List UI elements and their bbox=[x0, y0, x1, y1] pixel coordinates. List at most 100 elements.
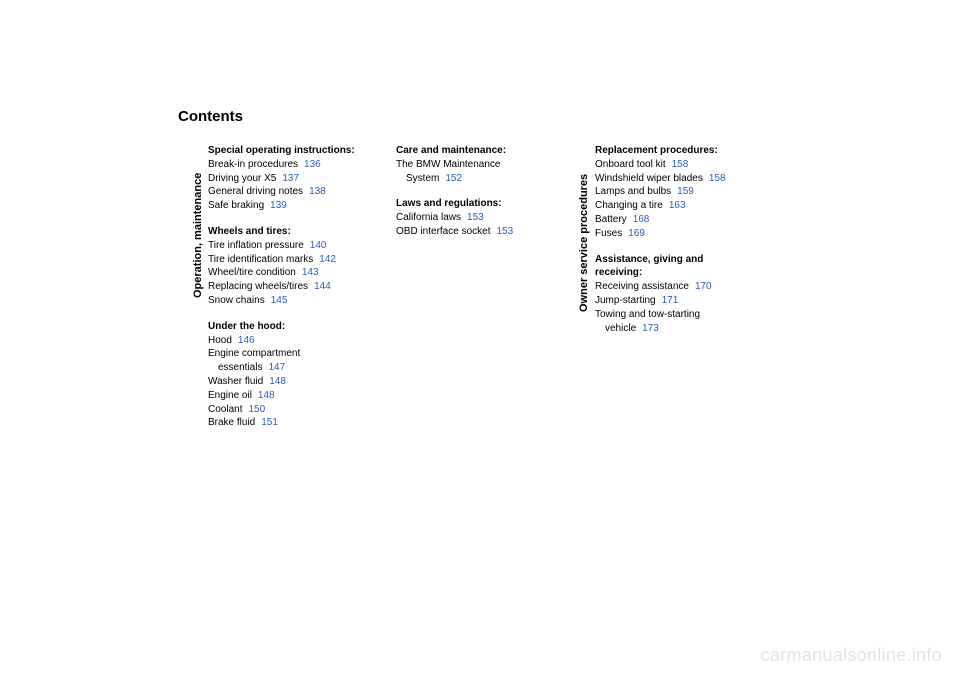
toc-entry[interactable]: Windshield wiper blades 158 bbox=[595, 172, 765, 186]
entry-text: Tire identification marks bbox=[208, 254, 313, 265]
toc-entry[interactable]: System 152 bbox=[396, 172, 566, 186]
entry-page: 146 bbox=[238, 335, 255, 346]
entry-text: Safe braking bbox=[208, 200, 264, 211]
entry-page: 151 bbox=[261, 417, 278, 428]
contents-column-3: Replacement procedures: Onboard tool kit… bbox=[595, 144, 765, 335]
section-head: receiving: bbox=[595, 266, 765, 280]
entry-page: 163 bbox=[669, 200, 686, 211]
entry-text: Break-in procedures bbox=[208, 159, 298, 170]
entry-page: 147 bbox=[268, 362, 285, 373]
entry-text: Snow chains bbox=[208, 295, 265, 306]
entry-text: General driving notes bbox=[208, 186, 303, 197]
entry-text: Replacing wheels/tires bbox=[208, 281, 308, 292]
entry-text: Washer fluid bbox=[208, 376, 263, 387]
entry-text: Changing a tire bbox=[595, 200, 663, 211]
entry-page: 137 bbox=[282, 173, 299, 184]
entry-text: essentials bbox=[218, 362, 262, 373]
entry-page: 168 bbox=[633, 214, 650, 225]
toc-entry[interactable]: Tire inflation pressure 140 bbox=[208, 239, 378, 253]
entry-page: 153 bbox=[496, 226, 513, 237]
entry-page: 152 bbox=[445, 173, 462, 184]
toc-entry[interactable]: vehicle 173 bbox=[595, 322, 765, 336]
entry-text: Towing and tow-starting bbox=[595, 309, 700, 320]
entry-text: OBD interface socket bbox=[396, 226, 490, 237]
entry-text: Tire inflation pressure bbox=[208, 240, 304, 251]
toc-entry[interactable]: Wheel/tire condition 143 bbox=[208, 266, 378, 280]
entry-page: 142 bbox=[319, 254, 336, 265]
entry-text: Onboard tool kit bbox=[595, 159, 666, 170]
toc-entry[interactable]: Snow chains 145 bbox=[208, 294, 378, 308]
entry-text: Lamps and bulbs bbox=[595, 186, 671, 197]
entry-text: Fuses bbox=[595, 228, 622, 239]
entry-text: Jump-starting bbox=[595, 295, 656, 306]
entry-page: 138 bbox=[309, 186, 326, 197]
toc-entry[interactable]: Driving your X5 137 bbox=[208, 172, 378, 186]
entry-page: 158 bbox=[672, 159, 689, 170]
entry-page: 153 bbox=[467, 212, 484, 223]
section-head: Laws and regulations: bbox=[396, 197, 566, 211]
section-head: Assistance, giving and bbox=[595, 253, 765, 267]
section-head: Wheels and tires: bbox=[208, 225, 378, 239]
contents-column-1: Special operating instructions: Break-in… bbox=[208, 144, 378, 430]
entry-text: California laws bbox=[396, 212, 461, 223]
toc-entry[interactable]: Battery 168 bbox=[595, 213, 765, 227]
toc-entry[interactable]: Replacing wheels/tires 144 bbox=[208, 280, 378, 294]
entry-page: 140 bbox=[310, 240, 327, 251]
toc-entry[interactable]: Onboard tool kit 158 bbox=[595, 158, 765, 172]
entry-page: 144 bbox=[314, 281, 331, 292]
entry-text: Driving your X5 bbox=[208, 173, 276, 184]
entry-page: 148 bbox=[258, 390, 275, 401]
section-head: Care and maintenance: bbox=[396, 144, 566, 158]
entry-text: System bbox=[406, 173, 439, 184]
entry-page: 170 bbox=[695, 281, 712, 292]
entry-text: Receiving assistance bbox=[595, 281, 689, 292]
toc-entry[interactable]: Fuses 169 bbox=[595, 227, 765, 241]
toc-entry[interactable]: Washer fluid 148 bbox=[208, 375, 378, 389]
entry-page: 148 bbox=[269, 376, 286, 387]
side-label-operation: Operation, maintenance bbox=[192, 173, 204, 298]
entry-text: Wheel/tire condition bbox=[208, 267, 296, 278]
entry-text: Engine oil bbox=[208, 390, 252, 401]
toc-entry[interactable]: Receiving assistance 170 bbox=[595, 280, 765, 294]
toc-entry[interactable]: Lamps and bulbs 159 bbox=[595, 185, 765, 199]
section-head: Special operating instructions: bbox=[208, 144, 378, 158]
toc-entry[interactable]: Changing a tire 163 bbox=[595, 199, 765, 213]
entry-text: Hood bbox=[208, 335, 232, 346]
entry-page: 145 bbox=[271, 295, 288, 306]
entry-page: 173 bbox=[642, 323, 659, 334]
entry-page: 136 bbox=[304, 159, 321, 170]
toc-entry[interactable]: Safe braking139 bbox=[208, 199, 378, 213]
section-head: Replacement procedures: bbox=[595, 144, 765, 158]
toc-entry[interactable]: Engine oil 148 bbox=[208, 389, 378, 403]
entry-page: 159 bbox=[677, 186, 694, 197]
toc-entry[interactable]: OBD interface socket 153 bbox=[396, 225, 566, 239]
toc-entry[interactable]: Engine compartment bbox=[208, 347, 378, 361]
entry-page: 150 bbox=[248, 404, 265, 415]
toc-entry[interactable]: Coolant 150 bbox=[208, 403, 378, 417]
entry-text: Coolant bbox=[208, 404, 242, 415]
toc-entry[interactable]: Break-in procedures 136 bbox=[208, 158, 378, 172]
toc-entry[interactable]: Jump-starting 171 bbox=[595, 294, 765, 308]
entry-page: 158 bbox=[709, 173, 726, 184]
toc-entry[interactable]: Towing and tow-starting bbox=[595, 308, 765, 322]
side-label-owner-service: Owner service procedures bbox=[578, 174, 590, 312]
entry-text: The BMW Maintenance bbox=[396, 159, 501, 170]
entry-page: 169 bbox=[628, 228, 645, 239]
entry-page: 171 bbox=[662, 295, 679, 306]
entry-text: Engine compartment bbox=[208, 348, 300, 359]
section-head: Under the hood: bbox=[208, 320, 378, 334]
entry-text: Brake fluid bbox=[208, 417, 255, 428]
toc-entry[interactable]: essentials 147 bbox=[208, 361, 378, 375]
entry-text: vehicle bbox=[605, 323, 636, 334]
toc-entry[interactable]: Tire identification marks 142 bbox=[208, 253, 378, 267]
toc-entry[interactable]: Brake fluid 151 bbox=[208, 416, 378, 430]
entry-text: Battery bbox=[595, 214, 627, 225]
page-title: Contents bbox=[178, 108, 243, 125]
entry-page: 143 bbox=[302, 267, 319, 278]
toc-entry[interactable]: Hood 146 bbox=[208, 334, 378, 348]
toc-entry[interactable]: General driving notes 138 bbox=[208, 185, 378, 199]
toc-entry[interactable]: California laws 153 bbox=[396, 211, 566, 225]
toc-entry[interactable]: The BMW Maintenance bbox=[396, 158, 566, 172]
entry-text: Windshield wiper blades bbox=[595, 173, 703, 184]
contents-column-2: Care and maintenance: The BMW Maintenanc… bbox=[396, 144, 566, 239]
